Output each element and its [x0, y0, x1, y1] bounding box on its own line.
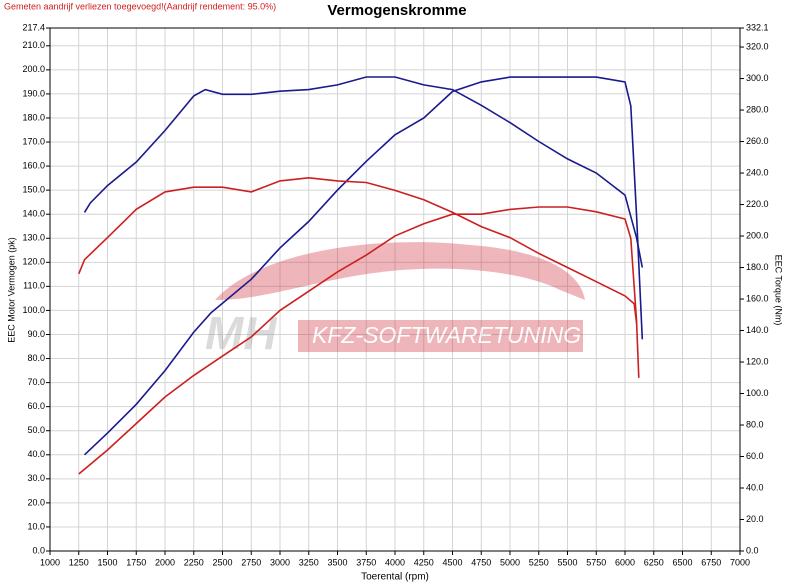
- y-tick-label: 40.0: [27, 449, 45, 459]
- y-tick-label: 10.0: [27, 521, 45, 531]
- y2-tick-label: 200.0: [746, 230, 769, 240]
- y2-tick-label: 180.0: [746, 262, 769, 272]
- x-tick-label: 4750: [471, 557, 491, 567]
- y-tick-label: 20.0: [27, 497, 45, 507]
- x-tick-label: 4000: [385, 557, 405, 567]
- x-tick-label: 2250: [184, 557, 204, 567]
- y-axis-label: EEC Motor Vermogen (pk): [6, 237, 16, 343]
- x-tick-label: 1500: [97, 557, 117, 567]
- y-tick-label: 130.0: [22, 233, 45, 243]
- y-tick-label: 160.0: [22, 160, 45, 170]
- y-tick-label: 200.0: [22, 64, 45, 74]
- y2-tick-label: 280.0: [746, 104, 769, 114]
- line: [83, 76, 644, 268]
- y2-tick-label: 220.0: [746, 199, 769, 209]
- chart-title: Vermogenskromme: [327, 2, 466, 19]
- y2-tick-label: 0.0: [746, 545, 759, 555]
- y-tick-label: 217.4: [22, 22, 45, 32]
- y-tick-label: 180.0: [22, 112, 45, 122]
- y2-tick-label: 300.0: [746, 73, 769, 83]
- y-tick-label: 80.0: [27, 353, 45, 363]
- x-tick-label: 6500: [672, 557, 692, 567]
- y2-tick-label: 120.0: [746, 356, 769, 366]
- line: [78, 176, 638, 323]
- x-tick-label: 1000: [40, 557, 60, 567]
- y2-tick-label: 320.0: [746, 41, 769, 51]
- y-tick-label: 170.0: [22, 136, 45, 146]
- y2-tick-label: 100.0: [746, 388, 769, 398]
- y-tick-label: 190.0: [22, 88, 45, 98]
- y-tick-label: 120.0: [22, 257, 45, 267]
- y2-tick-label: 160.0: [746, 293, 769, 303]
- x-tick-label: 6250: [644, 557, 664, 567]
- x-tick-label: 4500: [442, 557, 462, 567]
- x-tick-label: 1250: [69, 557, 89, 567]
- y2-tick-label: 260.0: [746, 136, 769, 146]
- y2-tick-label: 332.1: [746, 22, 769, 32]
- x-tick-label: 7000: [730, 557, 750, 567]
- plot-frame: [49, 27, 741, 552]
- y-tick-label: 210.0: [22, 40, 45, 50]
- x-tick-label: 2750: [241, 557, 261, 567]
- x-tick-label: 5250: [529, 557, 549, 567]
- y2-tick-label: 80.0: [746, 419, 764, 429]
- y-tick-label: 0.0: [32, 545, 45, 555]
- x-tick-label: 6000: [615, 557, 635, 567]
- watermark-swoosh: [215, 242, 585, 300]
- line: [78, 206, 640, 475]
- x-tick-label: 3500: [327, 557, 347, 567]
- y2-tick-label: 40.0: [746, 482, 764, 492]
- x-tick-label: 5750: [586, 557, 606, 567]
- x-tick-label: 4250: [414, 557, 434, 567]
- watermark-text: KFZ-SOFTWARETUNING: [312, 322, 581, 348]
- x-tick-label: 3750: [356, 557, 376, 567]
- x-tick-label: 3250: [299, 557, 319, 567]
- x-tick-label: 1750: [126, 557, 146, 567]
- y-tick-label: 100.0: [22, 305, 45, 315]
- y-tick-label: 50.0: [27, 425, 45, 435]
- y2-tick-label: 140.0: [746, 325, 769, 335]
- watermark-text: MH: [205, 307, 277, 359]
- y-tick-label: 110.0: [23, 281, 45, 291]
- y-tick-label: 60.0: [27, 401, 45, 411]
- y2-tick-label: 20.0: [746, 514, 764, 524]
- x-tick-label: 2000: [155, 557, 175, 567]
- x-tick-label: 6750: [701, 557, 721, 567]
- y-tick-label: 30.0: [27, 473, 45, 483]
- y-tick-label: 90.0: [27, 329, 45, 339]
- x-tick-label: 2500: [212, 557, 232, 567]
- watermark-band: [298, 320, 583, 352]
- y2-tick-label: 240.0: [746, 167, 769, 177]
- y-tick-label: 70.0: [27, 377, 45, 387]
- subtitle: Gemeten aandrijf verliezen toegevoegd!(A…: [4, 1, 276, 11]
- y2-axis-label: EEC Torque (Nm): [774, 255, 784, 326]
- x-tick-label: 3000: [270, 557, 290, 567]
- x-axis-label: Toerental (rpm): [361, 572, 429, 583]
- y2-tick-label: 60.0: [746, 451, 764, 461]
- x-tick-label: 5500: [557, 557, 577, 567]
- y-tick-label: 140.0: [22, 209, 45, 219]
- watermark: MH KFZ-SOFTWARETUNING: [205, 242, 585, 359]
- y-tick-label: 150.0: [22, 185, 45, 195]
- line: [83, 76, 644, 456]
- x-tick-label: 5000: [500, 557, 520, 567]
